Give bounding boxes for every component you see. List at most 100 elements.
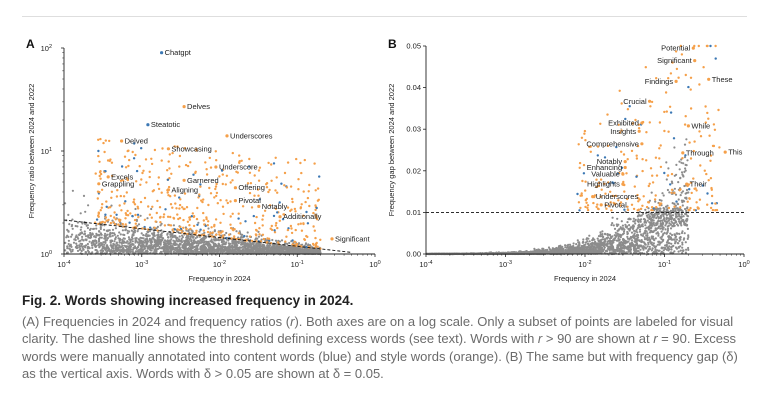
background-point xyxy=(81,246,84,249)
point-label: Showcasing xyxy=(171,144,211,153)
background-point xyxy=(116,246,119,249)
excess-point xyxy=(275,221,278,225)
background-point xyxy=(208,242,211,245)
excess-point xyxy=(173,228,177,231)
background-point xyxy=(75,246,78,250)
excess-point xyxy=(132,226,135,229)
background-point xyxy=(661,213,664,216)
background-point xyxy=(204,243,207,246)
y-tick-label: 101 xyxy=(41,147,52,156)
background-point xyxy=(106,233,109,236)
background-point xyxy=(123,244,126,247)
excess-point xyxy=(261,224,264,227)
background-point xyxy=(617,237,620,240)
background-point xyxy=(206,244,209,247)
excess-point xyxy=(313,162,316,165)
background-point xyxy=(586,240,589,243)
background-point xyxy=(222,249,225,252)
excess-point xyxy=(202,198,205,201)
background-point xyxy=(662,194,665,197)
background-point xyxy=(134,241,137,244)
background-point xyxy=(159,243,162,246)
excess-point xyxy=(293,240,297,244)
background-point xyxy=(166,233,169,236)
excess-point xyxy=(319,247,322,250)
background-point xyxy=(639,248,642,251)
background-point xyxy=(194,241,197,244)
background-point xyxy=(139,249,142,253)
excess-point xyxy=(243,234,246,238)
excess-point xyxy=(248,235,252,238)
excess-point xyxy=(105,205,108,208)
excess-point xyxy=(129,212,132,215)
background-point xyxy=(152,251,155,254)
excess-point xyxy=(218,233,221,236)
excess-point xyxy=(197,196,200,199)
background-point xyxy=(227,239,230,242)
point-label: Delved xyxy=(125,137,148,146)
point-label: Offering xyxy=(238,183,265,192)
background-point xyxy=(271,245,274,248)
background-point xyxy=(97,240,101,243)
excess-point xyxy=(162,215,165,219)
excess-point xyxy=(190,215,193,218)
background-point xyxy=(180,240,184,244)
background-point xyxy=(646,219,649,222)
background-point xyxy=(176,236,179,239)
background-point xyxy=(108,229,111,232)
background-point xyxy=(609,243,612,246)
background-point xyxy=(584,243,587,246)
background-point xyxy=(179,248,182,251)
background-point xyxy=(176,240,179,243)
background-point xyxy=(138,241,141,244)
excess-point xyxy=(113,223,117,226)
background-point xyxy=(146,240,150,243)
background-point xyxy=(263,249,266,253)
background-point xyxy=(137,223,141,226)
x-tick-label: 10-1 xyxy=(291,260,304,269)
background-point xyxy=(679,249,682,252)
background-point xyxy=(276,250,280,253)
background-point xyxy=(611,222,614,225)
excess-point xyxy=(109,158,112,161)
excess-point xyxy=(140,178,143,181)
excess-point xyxy=(300,171,303,175)
excess-point xyxy=(299,206,303,209)
background-point xyxy=(81,238,84,241)
background-point xyxy=(298,246,301,249)
background-point xyxy=(106,237,109,240)
background-point xyxy=(222,246,225,249)
excess-point xyxy=(125,191,128,194)
background-point xyxy=(257,243,260,246)
background-point xyxy=(187,243,190,246)
background-point xyxy=(181,246,184,249)
background-point xyxy=(191,231,194,234)
panel-a: A 10-4 10-3 10-2 10-1 100 100 101 102 Frequency i… xyxy=(22,28,382,290)
background-point xyxy=(255,237,258,240)
excess-point xyxy=(168,153,171,156)
excess-point xyxy=(128,158,131,162)
background-point xyxy=(161,238,164,242)
background-point xyxy=(143,245,146,248)
background-point xyxy=(660,230,663,233)
background-point xyxy=(124,229,127,232)
background-point xyxy=(658,243,661,246)
background-point xyxy=(629,246,632,249)
background-point xyxy=(88,236,91,239)
excess-point xyxy=(143,196,147,200)
background-point xyxy=(675,238,678,241)
excess-point xyxy=(272,162,276,165)
excess-point xyxy=(132,200,135,204)
excess-point xyxy=(261,233,265,236)
background-point xyxy=(626,237,629,240)
background-point xyxy=(71,223,74,227)
background-point xyxy=(686,227,689,230)
background-point xyxy=(668,242,671,245)
point-label: Grappling xyxy=(102,179,135,188)
background-point xyxy=(273,249,276,252)
background-point xyxy=(639,251,642,254)
excess-point xyxy=(302,214,305,217)
background-point xyxy=(169,235,172,238)
background-point xyxy=(257,248,261,251)
background-point xyxy=(80,231,83,234)
